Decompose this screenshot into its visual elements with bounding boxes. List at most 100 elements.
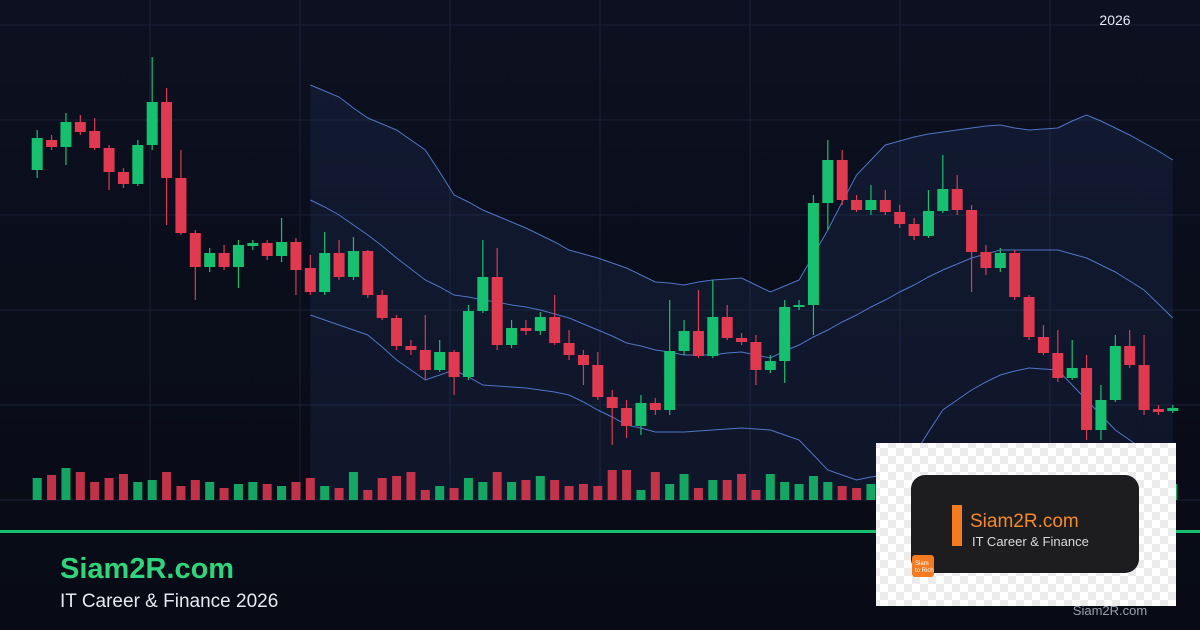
logo-tagline: IT Career & Finance xyxy=(972,534,1089,549)
candle-body xyxy=(750,342,762,370)
candle-body xyxy=(549,317,561,343)
candle-body xyxy=(46,140,58,147)
candle-body xyxy=(434,352,446,370)
volume-bar xyxy=(75,472,85,500)
logo-bar xyxy=(952,505,962,546)
volume-bar xyxy=(176,486,186,500)
logo-card: Siam2R.com IT Career & Finance Siam to R… xyxy=(876,443,1176,606)
candle-body xyxy=(851,200,863,210)
volume-bar xyxy=(47,475,57,500)
volume-bar xyxy=(550,480,560,500)
volume-bar xyxy=(118,474,128,500)
candle-body xyxy=(664,351,676,410)
volume-bar xyxy=(147,480,157,500)
volume-bar xyxy=(377,478,387,500)
volume-bar xyxy=(693,488,703,500)
candle-body xyxy=(117,172,129,184)
candle-body xyxy=(391,318,403,346)
band-line xyxy=(310,84,1174,293)
candle-body xyxy=(779,307,791,361)
candle-body xyxy=(592,365,604,397)
candle-body xyxy=(1167,408,1179,411)
candle-body xyxy=(621,408,633,426)
brand-name: Siam2R.com xyxy=(60,553,234,585)
candle-body xyxy=(103,148,115,172)
volume-bar xyxy=(708,480,718,500)
candle-body xyxy=(922,211,934,236)
logo-badge-line: Siam xyxy=(915,561,929,567)
volume-bar xyxy=(90,482,100,500)
candle-body xyxy=(333,253,345,277)
volume-bar xyxy=(478,482,488,500)
volume-bar xyxy=(104,478,114,500)
volume-bar xyxy=(277,486,287,500)
candle-body xyxy=(1081,368,1093,430)
candle-body xyxy=(635,403,647,426)
volume-bar xyxy=(578,484,588,500)
volume-bar xyxy=(780,482,790,500)
volume-bar xyxy=(219,488,229,500)
candle-body xyxy=(534,317,546,331)
volume-bar xyxy=(248,482,258,500)
candle-body xyxy=(319,253,331,292)
candle-body xyxy=(506,328,518,345)
candle-body xyxy=(462,311,474,377)
candle-body xyxy=(577,355,589,365)
candle-body xyxy=(879,200,891,212)
candle-body xyxy=(189,233,201,267)
grid xyxy=(0,0,1200,501)
candle-body xyxy=(175,178,187,233)
volume-bar xyxy=(866,484,876,500)
volume-bar xyxy=(392,476,402,500)
volume-bar xyxy=(32,478,42,500)
candle-body xyxy=(132,145,144,184)
candle-body xyxy=(937,189,949,211)
volume-bar xyxy=(622,470,632,500)
volume-bar xyxy=(852,488,862,500)
candle-body xyxy=(692,331,704,356)
candle-body xyxy=(60,122,72,147)
volume-bar xyxy=(435,486,445,500)
candle-body xyxy=(707,317,719,356)
divider xyxy=(0,530,1200,533)
candle-body xyxy=(491,277,503,345)
candle-body xyxy=(261,243,273,256)
band-line xyxy=(310,199,1174,359)
candle-body xyxy=(721,317,733,338)
candle-body xyxy=(405,346,417,350)
candle-body xyxy=(822,160,834,203)
candle-body xyxy=(1023,297,1035,337)
volume-bar xyxy=(808,476,818,500)
logo-panel xyxy=(911,475,1139,573)
candle-body xyxy=(980,252,992,268)
volume-bar xyxy=(406,472,416,500)
volume-bar xyxy=(133,482,143,500)
candle-body xyxy=(894,212,906,224)
watermark: Siam2R.com xyxy=(1073,603,1147,618)
volume-bar xyxy=(190,480,200,500)
candle-body xyxy=(1109,346,1121,400)
logo-badge-line: to Rich xyxy=(915,568,934,574)
candle-body xyxy=(448,352,460,377)
logo-badge xyxy=(912,555,934,577)
volume-bar xyxy=(162,472,172,500)
volume-bar xyxy=(320,486,330,500)
volume-bar xyxy=(305,478,315,500)
candle-body xyxy=(563,343,575,355)
candle-body xyxy=(649,403,661,410)
candle-body xyxy=(204,253,216,267)
candle-body xyxy=(520,328,532,331)
volume-bar xyxy=(636,490,646,500)
candle-body xyxy=(290,242,302,270)
volume-bar xyxy=(593,486,603,500)
volume-bar xyxy=(751,490,761,500)
candle-body xyxy=(606,397,618,408)
volume-bar xyxy=(463,478,473,500)
candle-body xyxy=(419,350,431,370)
volume-bar xyxy=(492,472,502,500)
candle-body xyxy=(1138,365,1150,410)
candle-body xyxy=(994,253,1006,268)
volume-bar xyxy=(233,484,243,500)
volume-bar xyxy=(449,488,459,500)
